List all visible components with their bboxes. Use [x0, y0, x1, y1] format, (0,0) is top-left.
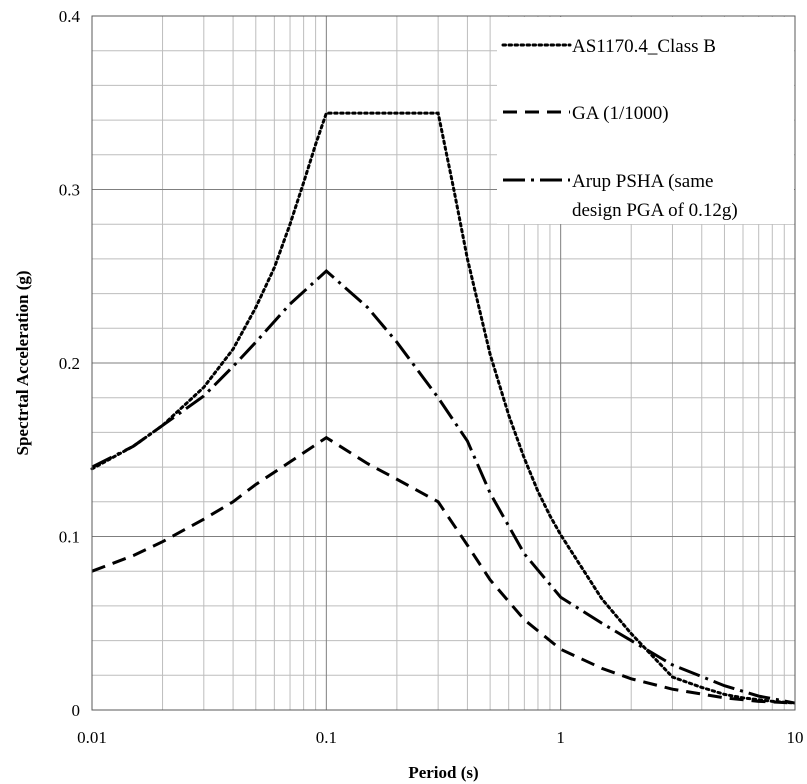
legend: AS1170.4_Class B GA (1/1000) Arup PSHA (sa… — [497, 17, 794, 224]
y-axis-title: Spectrtal Acceleration (g) — [13, 270, 32, 455]
x-axis-title: Period (s) — [408, 763, 478, 782]
legend-label: design PGA of 0.12g) — [572, 200, 738, 221]
plot-area-border — [91, 15, 796, 711]
legend-label: Arup PSHA (same — [572, 171, 713, 192]
x-tick-label: 0.01 — [77, 728, 107, 747]
x-tick-label: 10 — [787, 728, 804, 747]
series-line — [91, 269, 796, 705]
series-line — [91, 435, 796, 705]
series-lines — [90, 111, 797, 705]
y-tick-label: 0 — [72, 701, 81, 720]
x-tick-label: 1 — [556, 728, 565, 747]
y-tick-label: 0.2 — [59, 354, 80, 373]
y-tick-label: 0.3 — [59, 181, 80, 200]
legend-label: AS1170.4_Class B — [572, 36, 716, 57]
legend-label: GA (1/1000) — [572, 103, 669, 124]
y-tick-label: 0.1 — [59, 528, 80, 547]
series-line — [90, 111, 797, 705]
legend-box — [497, 17, 794, 224]
y-tick-label: 0.4 — [59, 7, 81, 26]
x-tick-label: 0.1 — [316, 728, 337, 747]
axes: 0 0.1 0.2 0.3 0.4 0.01 0.1 1 10 — [59, 7, 804, 747]
